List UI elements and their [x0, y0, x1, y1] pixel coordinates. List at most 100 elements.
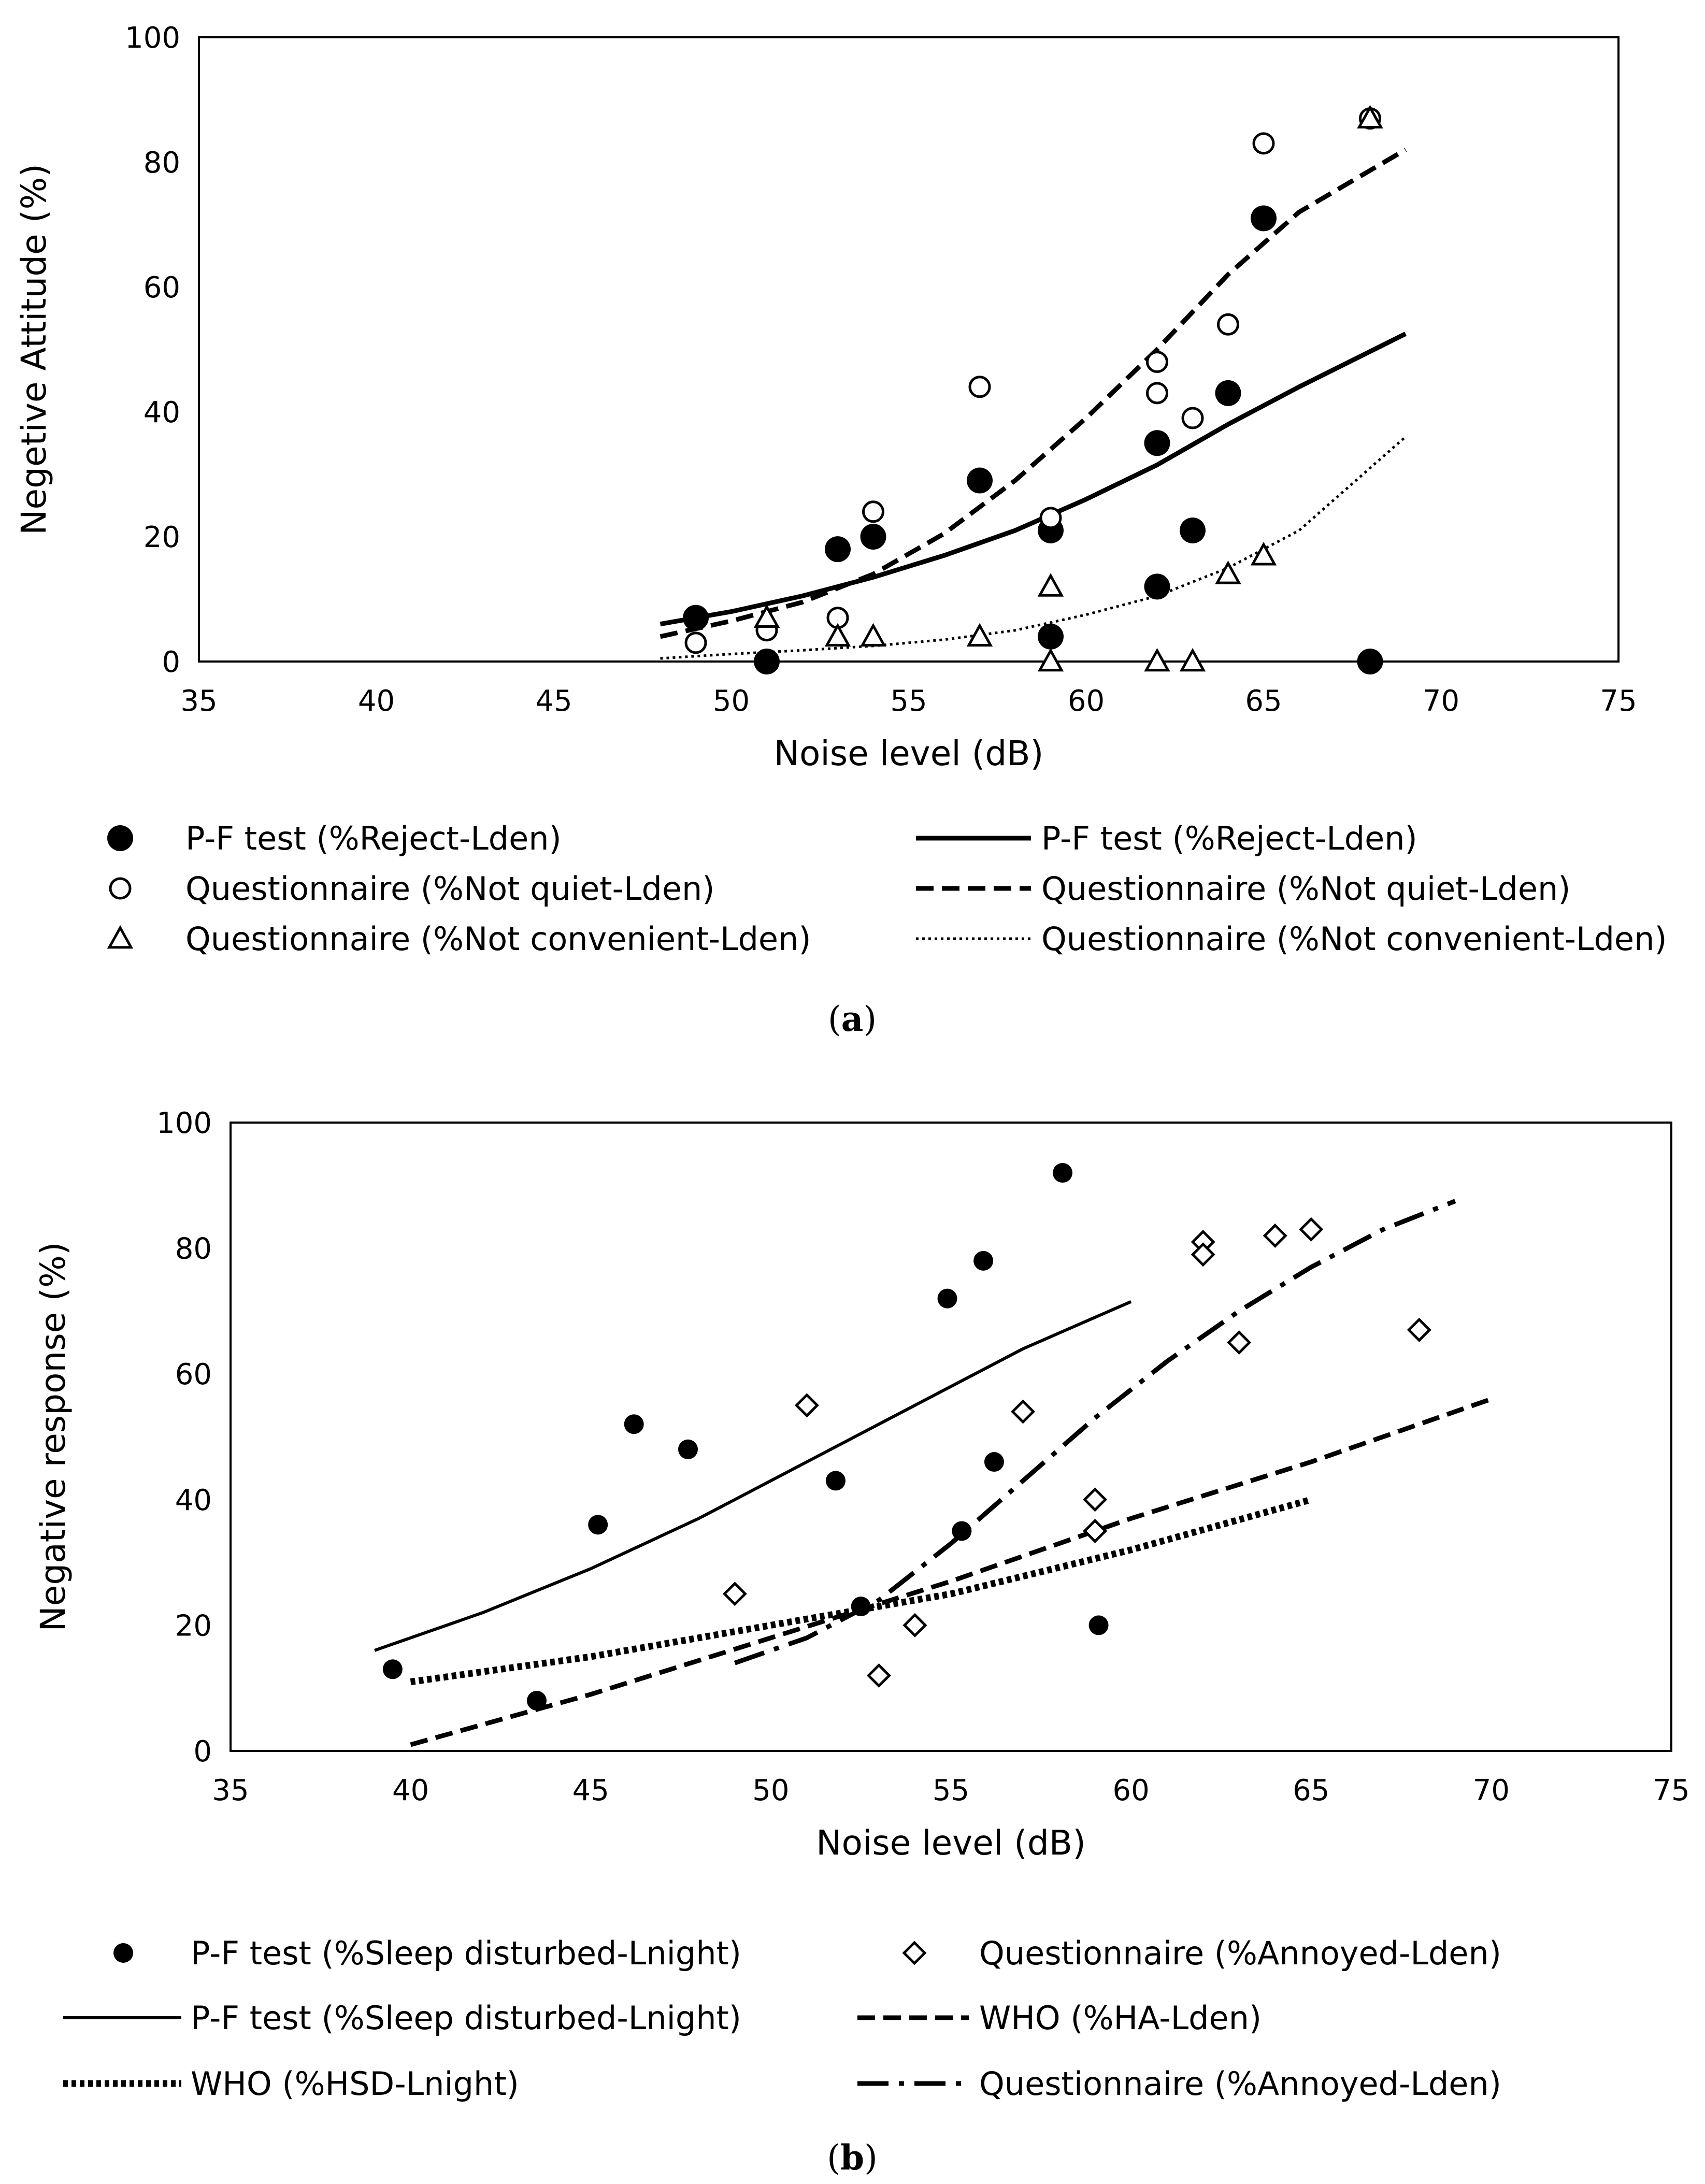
series-line-who_hsd [410, 1496, 1312, 1686]
data-point [526, 1690, 547, 1711]
y-tick-label: 60 [175, 1358, 212, 1391]
data-point [1053, 1163, 1073, 1183]
y-tick-label: 40 [175, 1484, 212, 1517]
data-point [1217, 313, 1239, 336]
data-point [1181, 407, 1204, 429]
legend-label: WHO (%HSD-Lnight) [191, 2065, 519, 2103]
legend-label: P-F test (%Sleep disturbed-Lnight) [191, 1934, 741, 1972]
legend-marker [107, 925, 134, 949]
legend-label: Questionnaire (%Not quiet-Lden) [185, 870, 714, 908]
data-point [1039, 507, 1062, 529]
data-point [860, 524, 886, 550]
chart-panel-b: 35 40 45 50 55 60 65 70 75 0 20 40 60 80 100 Noise leve… [33, 1107, 1690, 2178]
data-point [722, 1582, 747, 1606]
data-point [824, 623, 851, 647]
y-tick-label: 20 [175, 1609, 212, 1643]
y-tick-label: 100 [156, 1107, 212, 1140]
legend-marker [902, 1941, 927, 1965]
y-tick-label: 0 [162, 645, 180, 679]
data-point [1407, 1317, 1431, 1342]
y-tick-label: 40 [144, 396, 180, 429]
data-point [1180, 517, 1206, 543]
y-tick-label: 60 [144, 271, 180, 305]
data-point [860, 623, 886, 647]
data-point [1011, 1399, 1036, 1424]
data-point [683, 605, 709, 631]
x-tick-label: 60 [1112, 1774, 1149, 1807]
data-point [862, 500, 884, 523]
legend-label: Questionnaire (%Annoyed-Lden) [979, 1934, 1501, 1972]
series-points-annoyed [722, 1217, 1431, 1688]
data-point [1357, 649, 1383, 674]
x-axis-label: Noise level (dB) [774, 734, 1044, 773]
x-tick-label: 35 [180, 684, 217, 718]
data-point [1146, 351, 1168, 373]
series-line-not_quiet_fit [660, 148, 1407, 639]
x-tick-label: 50 [713, 684, 750, 718]
data-point [1146, 382, 1168, 405]
x-tick-label: 75 [1600, 684, 1637, 718]
data-point [902, 1613, 927, 1637]
x-tick-label: 75 [1653, 1774, 1689, 1807]
data-point [1215, 561, 1241, 584]
x-tick-label: 55 [933, 1774, 969, 1807]
data-point [1263, 1223, 1287, 1248]
series-line-reject_fit [660, 332, 1407, 627]
x-tick-label: 35 [212, 1774, 249, 1807]
data-point [753, 604, 780, 628]
data-point [1037, 648, 1064, 672]
y-tick-label: 80 [175, 1232, 212, 1266]
series-line-not_convenient_fit [660, 436, 1407, 660]
data-point [1144, 573, 1170, 600]
data-point [825, 536, 851, 563]
data-point [1038, 623, 1064, 650]
y-tick-label: 0 [193, 1735, 212, 1769]
data-point [1250, 542, 1277, 566]
data-point [851, 1597, 871, 1617]
y-tick-label: 20 [144, 521, 180, 554]
series-line-annoyed_fit [734, 1199, 1456, 1665]
y-tick-label: 100 [125, 21, 180, 55]
data-point [754, 649, 780, 674]
legend: P-F test (%Reject-Lden) Questionnaire (%N… [107, 820, 1667, 958]
x-tick-label: 70 [1423, 684, 1459, 718]
legend-label: P-F test (%Sleep disturbed-Lnight) [191, 1999, 741, 2037]
data-point [1215, 380, 1241, 406]
series-points-not_quiet [684, 107, 1381, 654]
panel-caption: (a) [828, 999, 877, 1039]
data-point [1251, 205, 1277, 232]
legend-marker [107, 825, 133, 851]
data-point [1299, 1217, 1324, 1242]
data-point [1088, 1615, 1109, 1635]
x-tick-label: 65 [1245, 684, 1282, 718]
data-point [966, 623, 993, 647]
data-point [1252, 132, 1275, 155]
legend-label: Questionnaire (%Not convenient-Lden) [1041, 920, 1667, 958]
series-line-sleep_fit [374, 1300, 1132, 1652]
data-point [382, 1659, 403, 1679]
x-tick-label: 40 [392, 1774, 429, 1807]
chart-panel-a: 35 40 45 50 55 60 65 70 75 0 20 40 60 80 100 Noise leve… [14, 21, 1667, 1039]
series-points-sleep [382, 1163, 1109, 1711]
data-point [968, 376, 991, 398]
data-point [794, 1393, 819, 1418]
data-point [866, 1663, 891, 1688]
y-axis-label: Negative response (%) [33, 1242, 73, 1631]
data-point [952, 1521, 972, 1541]
data-point [1357, 105, 1383, 128]
data-point [1144, 430, 1170, 456]
x-tick-label: 55 [890, 684, 927, 718]
legend-label: P-F test (%Reject-Lden) [1041, 820, 1417, 857]
x-tick-label: 45 [535, 684, 572, 718]
data-point [588, 1515, 608, 1535]
data-point [678, 1439, 698, 1459]
data-point [1083, 1487, 1108, 1512]
data-point [1227, 1330, 1252, 1355]
x-tick-label: 45 [572, 1774, 609, 1807]
data-point [1037, 573, 1064, 597]
data-point [684, 631, 707, 654]
legend: P-F test (%Sleep disturbed-Lnight) Questi… [63, 1934, 1501, 2103]
x-tick-label: 65 [1293, 1774, 1329, 1807]
data-point [1191, 1242, 1215, 1267]
